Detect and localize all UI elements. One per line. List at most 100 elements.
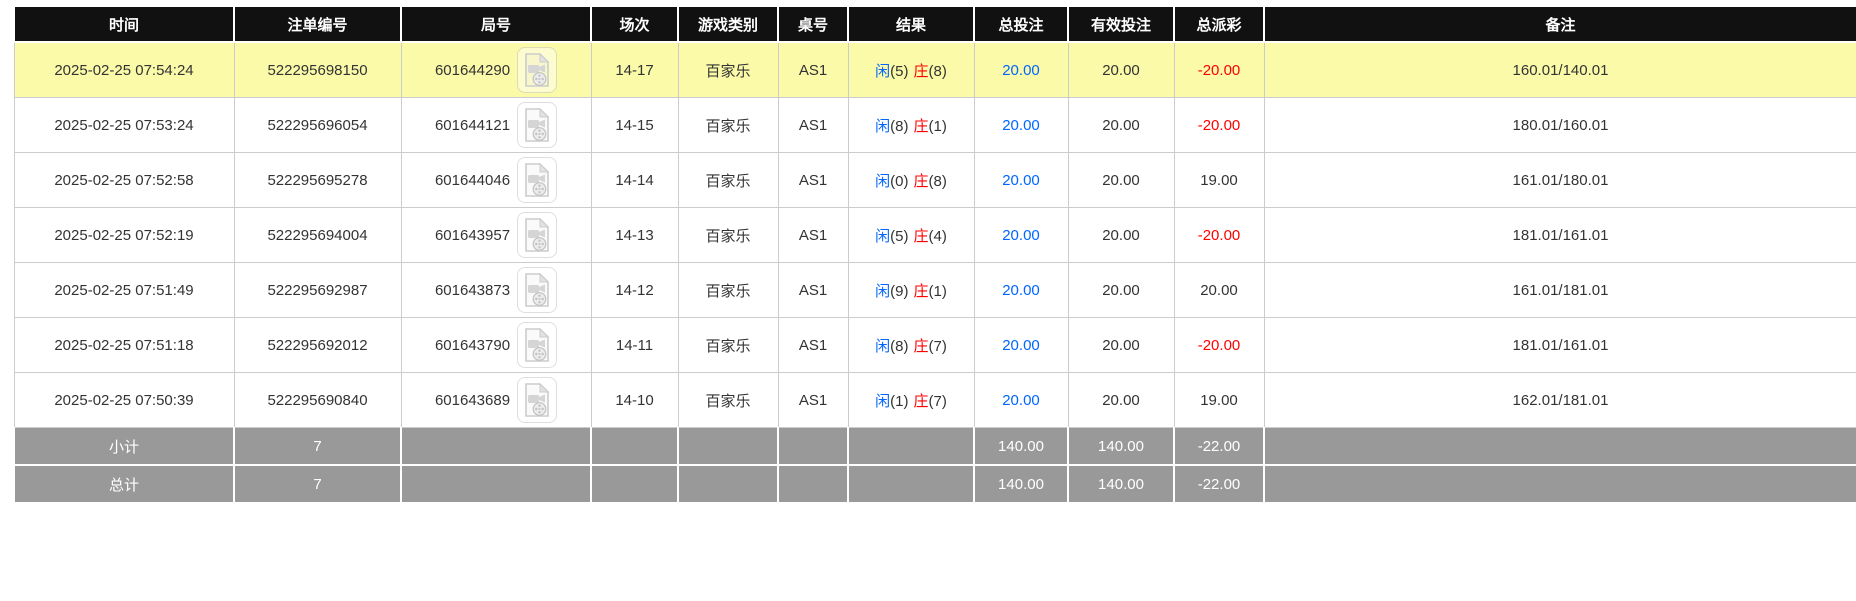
cell-remark: 161.01/181.01 (1263, 262, 1856, 318)
result-player-points: (8) (890, 117, 909, 135)
result-banker-points: (4) (928, 227, 947, 245)
cell-table-no: AS1 (777, 97, 849, 153)
cell-round-id: 601643957 (400, 207, 592, 263)
col-header-session: 场次 (590, 5, 679, 43)
summary-valid-bet: 140.00 (1067, 464, 1175, 504)
video-replay-button[interactable] (517, 157, 558, 203)
cell-session: 14-10 (590, 372, 679, 428)
table-row: 2025-02-25 07:51:49 522295692987 6016438… (13, 262, 1856, 318)
cell-remark: 181.01/161.01 (1263, 207, 1856, 263)
result-banker-points: (8) (928, 172, 947, 190)
cell-valid-bet: 20.00 (1067, 262, 1175, 318)
result-player-label: 闲 (875, 337, 891, 355)
cell-payout: -20.00 (1173, 207, 1265, 263)
video-replay-button[interactable] (517, 212, 558, 258)
cell-remark: 161.01/180.01 (1263, 152, 1856, 208)
cell-table-no: AS1 (777, 317, 849, 373)
video-replay-button[interactable] (517, 47, 558, 93)
grand-total-row: 总计 7 140.00 140.00 -22.00 (13, 464, 1856, 504)
cell-total-bet: 20.00 (973, 317, 1069, 373)
cell-result: 闲(5) 庄(8) (847, 41, 975, 98)
result-banker-label: 庄 (913, 117, 929, 135)
video-film-icon (525, 217, 550, 252)
result-banker-label: 庄 (913, 337, 929, 355)
result-banker-points: (8) (928, 62, 947, 80)
result-banker-label: 庄 (913, 282, 929, 300)
cell-session: 14-14 (590, 152, 679, 208)
cell-session: 14-15 (590, 97, 679, 153)
cell-game-type: 百家乐 (677, 262, 779, 318)
cell-time: 2025-02-25 07:53:24 (13, 97, 235, 153)
summary-empty-remark (1263, 464, 1856, 504)
table-body: 2025-02-25 07:54:24 522295698150 6016442… (13, 41, 1856, 504)
cell-session: 14-12 (590, 262, 679, 318)
video-film-icon (525, 162, 550, 197)
summary-empty-game-type (677, 464, 779, 504)
cell-round-id: 601643873 (400, 262, 592, 318)
cell-total-bet: 20.00 (973, 372, 1069, 428)
cell-valid-bet: 20.00 (1067, 372, 1175, 428)
total-bet-value[interactable]: 20.00 (1002, 171, 1040, 189)
video-replay-button[interactable] (517, 377, 558, 423)
cell-bet-id: 522295698150 (233, 41, 402, 98)
result-banker-label: 庄 (913, 392, 929, 410)
summary-empty-session (590, 427, 679, 466)
cell-table-no: AS1 (777, 207, 849, 263)
total-bet-value[interactable]: 20.00 (1002, 116, 1040, 134)
result-player-label: 闲 (875, 282, 891, 300)
subtotal-row: 小计 7 140.00 140.00 -22.00 (13, 427, 1856, 466)
summary-empty-round (400, 427, 592, 466)
bet-history-panel: 时间 注单编号 局号 场次 游戏类别 桌号 结果 总投注 有效投注 总派彩 备注… (13, 5, 1856, 504)
video-replay-button[interactable] (517, 267, 558, 313)
summary-empty-result (847, 464, 975, 504)
cell-payout: -20.00 (1173, 97, 1265, 153)
cell-round-id: 601643689 (400, 372, 592, 428)
cell-time: 2025-02-25 07:52:58 (13, 152, 235, 208)
cell-result: 闲(8) 庄(7) (847, 317, 975, 373)
cell-round-id: 601644290 (400, 41, 592, 98)
video-film-icon (525, 52, 550, 87)
cell-table-no: AS1 (777, 41, 849, 98)
cell-round-id: 601643790 (400, 317, 592, 373)
col-header-table-no: 桌号 (777, 5, 849, 43)
cell-result: 闲(0) 庄(8) (847, 152, 975, 208)
total-bet-value[interactable]: 20.00 (1002, 391, 1040, 409)
cell-bet-id: 522295695278 (233, 152, 402, 208)
total-bet-value[interactable]: 20.00 (1002, 336, 1040, 354)
table-row: 2025-02-25 07:51:18 522295692012 6016437… (13, 317, 1856, 373)
total-bet-value[interactable]: 20.00 (1002, 61, 1040, 79)
video-replay-button[interactable] (517, 102, 558, 148)
cell-total-bet: 20.00 (973, 207, 1069, 263)
result-banker-points: (7) (928, 337, 947, 355)
summary-label: 小计 (13, 427, 235, 466)
table-row: 2025-02-25 07:53:24 522295696054 6016441… (13, 97, 1856, 153)
result-banker-points: (1) (928, 117, 947, 135)
summary-payout: -22.00 (1173, 427, 1265, 466)
cell-total-bet: 20.00 (973, 262, 1069, 318)
summary-empty-remark (1263, 427, 1856, 466)
cell-remark: 162.01/181.01 (1263, 372, 1856, 428)
result-player-points: (5) (890, 62, 909, 80)
total-bet-value[interactable]: 20.00 (1002, 281, 1040, 299)
summary-count: 7 (233, 427, 402, 466)
cell-time: 2025-02-25 07:50:39 (13, 372, 235, 428)
round-id-text: 601643873 (434, 281, 511, 299)
cell-time: 2025-02-25 07:51:18 (13, 317, 235, 373)
cell-total-bet: 20.00 (973, 97, 1069, 153)
cell-remark: 181.01/161.01 (1263, 317, 1856, 373)
video-replay-button[interactable] (517, 322, 558, 368)
cell-table-no: AS1 (777, 152, 849, 208)
round-id-text: 601643689 (434, 391, 511, 409)
total-bet-value[interactable]: 20.00 (1002, 226, 1040, 244)
cell-game-type: 百家乐 (677, 97, 779, 153)
col-header-valid-bet: 有效投注 (1067, 5, 1175, 43)
result-player-points: (9) (890, 282, 909, 300)
summary-valid-bet: 140.00 (1067, 427, 1175, 466)
cell-valid-bet: 20.00 (1067, 207, 1175, 263)
cell-valid-bet: 20.00 (1067, 97, 1175, 153)
summary-total-bet: 140.00 (973, 464, 1069, 504)
cell-payout: 20.00 (1173, 262, 1265, 318)
summary-empty-table-no (777, 464, 849, 504)
cell-valid-bet: 20.00 (1067, 152, 1175, 208)
cell-bet-id: 522295696054 (233, 97, 402, 153)
